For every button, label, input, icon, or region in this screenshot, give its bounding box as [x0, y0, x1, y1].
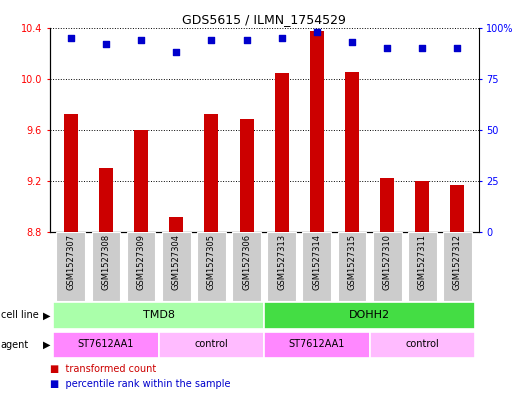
Bar — [370, 332, 475, 358]
Text: DOHH2: DOHH2 — [349, 310, 390, 320]
Bar — [264, 302, 475, 329]
Bar — [240, 119, 254, 232]
Text: GSM1527307: GSM1527307 — [66, 234, 75, 290]
Bar — [232, 232, 261, 301]
Text: GSM1527313: GSM1527313 — [277, 234, 286, 290]
Bar — [267, 232, 296, 301]
Bar — [53, 302, 264, 329]
Text: ▶: ▶ — [43, 340, 51, 350]
Text: GSM1527315: GSM1527315 — [347, 234, 357, 290]
Text: GSM1527308: GSM1527308 — [101, 234, 110, 290]
Bar — [204, 114, 219, 232]
Bar — [443, 232, 472, 301]
Text: GSM1527304: GSM1527304 — [172, 234, 181, 290]
Text: GSM1527310: GSM1527310 — [383, 234, 392, 290]
Text: GSM1527306: GSM1527306 — [242, 234, 251, 290]
Text: control: control — [405, 339, 439, 349]
Bar — [92, 232, 120, 301]
Point — [242, 37, 251, 43]
Point — [348, 39, 356, 45]
Text: GSM1527312: GSM1527312 — [453, 234, 462, 290]
Text: GSM1527311: GSM1527311 — [418, 234, 427, 290]
Bar — [264, 332, 370, 358]
Bar — [64, 114, 78, 232]
Point — [418, 45, 426, 51]
Text: ■  percentile rank within the sample: ■ percentile rank within the sample — [50, 378, 230, 389]
Point — [137, 37, 145, 43]
Text: ST7612AA1: ST7612AA1 — [289, 339, 345, 349]
Bar — [162, 232, 191, 301]
Text: GSM1527309: GSM1527309 — [137, 234, 145, 290]
Point — [172, 49, 180, 55]
Text: ▶: ▶ — [43, 310, 51, 320]
Text: TMD8: TMD8 — [143, 310, 175, 320]
Bar — [310, 31, 324, 232]
Title: GDS5615 / ILMN_1754529: GDS5615 / ILMN_1754529 — [182, 13, 346, 26]
Bar — [408, 232, 437, 301]
Bar — [373, 232, 402, 301]
Bar — [56, 232, 85, 301]
Bar — [337, 232, 367, 301]
Point — [66, 35, 75, 41]
Text: GSM1527305: GSM1527305 — [207, 234, 216, 290]
Bar — [169, 217, 183, 232]
Bar — [302, 232, 331, 301]
Bar — [450, 185, 464, 232]
Bar — [99, 168, 113, 232]
Point — [278, 35, 286, 41]
Bar — [415, 181, 429, 232]
Text: cell line: cell line — [1, 310, 38, 320]
Point — [453, 45, 462, 51]
Bar — [53, 332, 158, 358]
Point — [102, 41, 110, 47]
Bar — [127, 232, 155, 301]
Bar — [275, 73, 289, 232]
Bar — [197, 232, 226, 301]
Point — [207, 37, 215, 43]
Text: agent: agent — [1, 340, 29, 350]
Bar — [134, 130, 148, 232]
Bar — [380, 178, 394, 232]
Point — [383, 45, 391, 51]
Bar — [158, 332, 264, 358]
Bar — [345, 72, 359, 232]
Text: ST7612AA1: ST7612AA1 — [78, 339, 134, 349]
Text: ■  transformed count: ■ transformed count — [50, 364, 156, 374]
Text: control: control — [195, 339, 228, 349]
Text: GSM1527314: GSM1527314 — [312, 234, 321, 290]
Point — [313, 28, 321, 35]
